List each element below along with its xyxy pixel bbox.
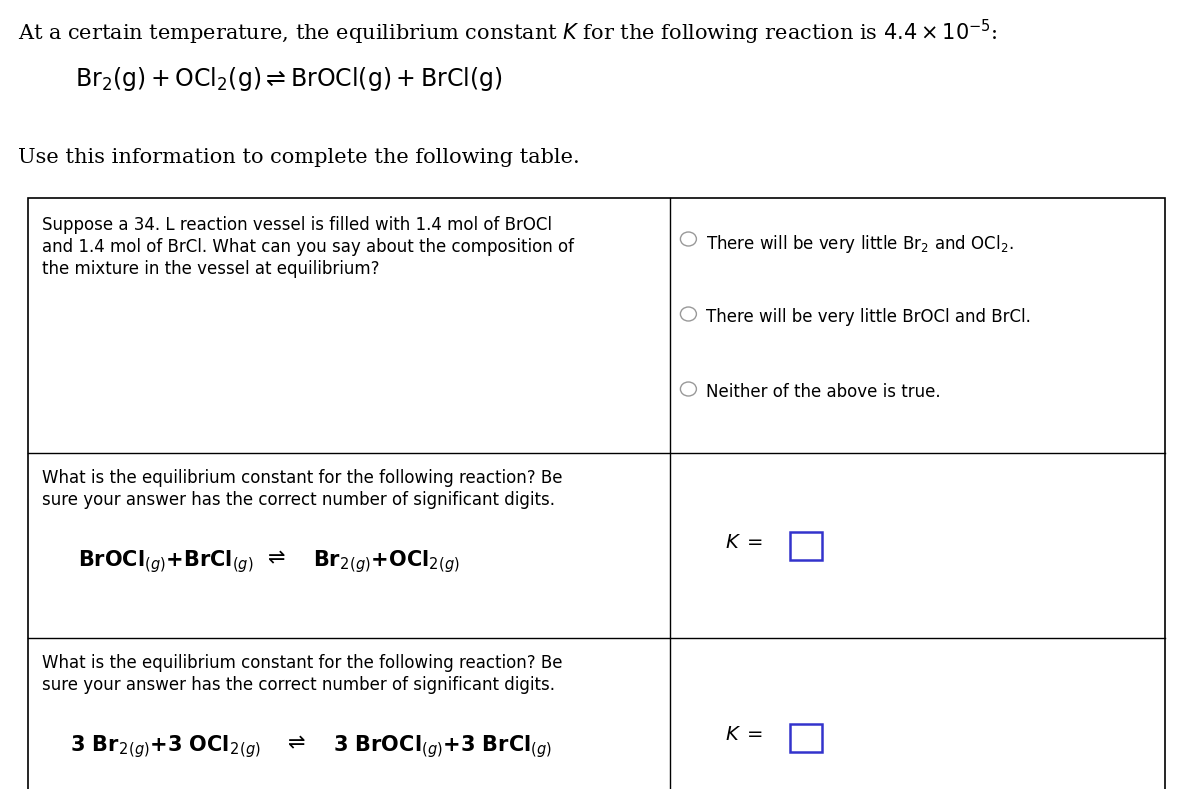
Text: the mixture in the vessel at equilibrium?: the mixture in the vessel at equilibrium… [42, 260, 379, 278]
FancyBboxPatch shape [791, 532, 822, 559]
Text: 3 BrOCl$_{(g)}$+3 BrCl$_{(g)}$: 3 BrOCl$_{(g)}$+3 BrCl$_{(g)}$ [334, 733, 552, 760]
FancyBboxPatch shape [28, 198, 1165, 789]
Text: sure your answer has the correct number of significant digits.: sure your answer has the correct number … [42, 491, 554, 509]
Ellipse shape [680, 232, 696, 246]
Text: At a certain temperature, the equilibrium constant $K$ for the following reactio: At a certain temperature, the equilibriu… [18, 18, 997, 47]
Text: Br$_2$$_{(g)}$+OCl$_2$$_{(g)}$: Br$_2$$_{(g)}$+OCl$_2$$_{(g)}$ [313, 548, 460, 575]
Text: There will be very little Br$_2$ and OCl$_2$.: There will be very little Br$_2$ and OCl… [707, 233, 1014, 255]
Text: sure your answer has the correct number of significant digits.: sure your answer has the correct number … [42, 676, 554, 694]
Text: $\rightleftharpoons$: $\rightleftharpoons$ [283, 733, 306, 753]
Text: Neither of the above is true.: Neither of the above is true. [707, 383, 941, 401]
Text: What is the equilibrium constant for the following reaction? Be: What is the equilibrium constant for the… [42, 654, 563, 672]
Text: $\mathrm{Br_2(g) + OCl_2(g) \rightleftharpoons BrOCl(g) + BrCl(g)}$: $\mathrm{Br_2(g) + OCl_2(g) \rightleftha… [74, 65, 503, 93]
Text: BrOCl$_{(g)}$+BrCl$_{(g)}$: BrOCl$_{(g)}$+BrCl$_{(g)}$ [78, 548, 253, 575]
Ellipse shape [680, 307, 696, 321]
Text: Suppose a 34. L reaction vessel is filled with 1.4 mol of BrOCl: Suppose a 34. L reaction vessel is fille… [42, 216, 552, 234]
FancyBboxPatch shape [791, 724, 822, 752]
Text: and 1.4 mol of BrCl. What can you say about the composition of: and 1.4 mol of BrCl. What can you say ab… [42, 238, 574, 256]
Text: $\rightleftharpoons$: $\rightleftharpoons$ [263, 548, 286, 568]
Text: There will be very little BrOCl and BrCl.: There will be very little BrOCl and BrCl… [707, 308, 1031, 326]
Text: $K\;=$: $K\;=$ [726, 726, 763, 744]
Text: Use this information to complete the following table.: Use this information to complete the fol… [18, 148, 580, 167]
Text: $K\;=$: $K\;=$ [726, 533, 763, 552]
Ellipse shape [680, 382, 696, 396]
Text: 3 Br$_2$$_{(g)}$+3 OCl$_2$$_{(g)}$: 3 Br$_2$$_{(g)}$+3 OCl$_2$$_{(g)}$ [70, 733, 260, 760]
Text: What is the equilibrium constant for the following reaction? Be: What is the equilibrium constant for the… [42, 469, 563, 487]
